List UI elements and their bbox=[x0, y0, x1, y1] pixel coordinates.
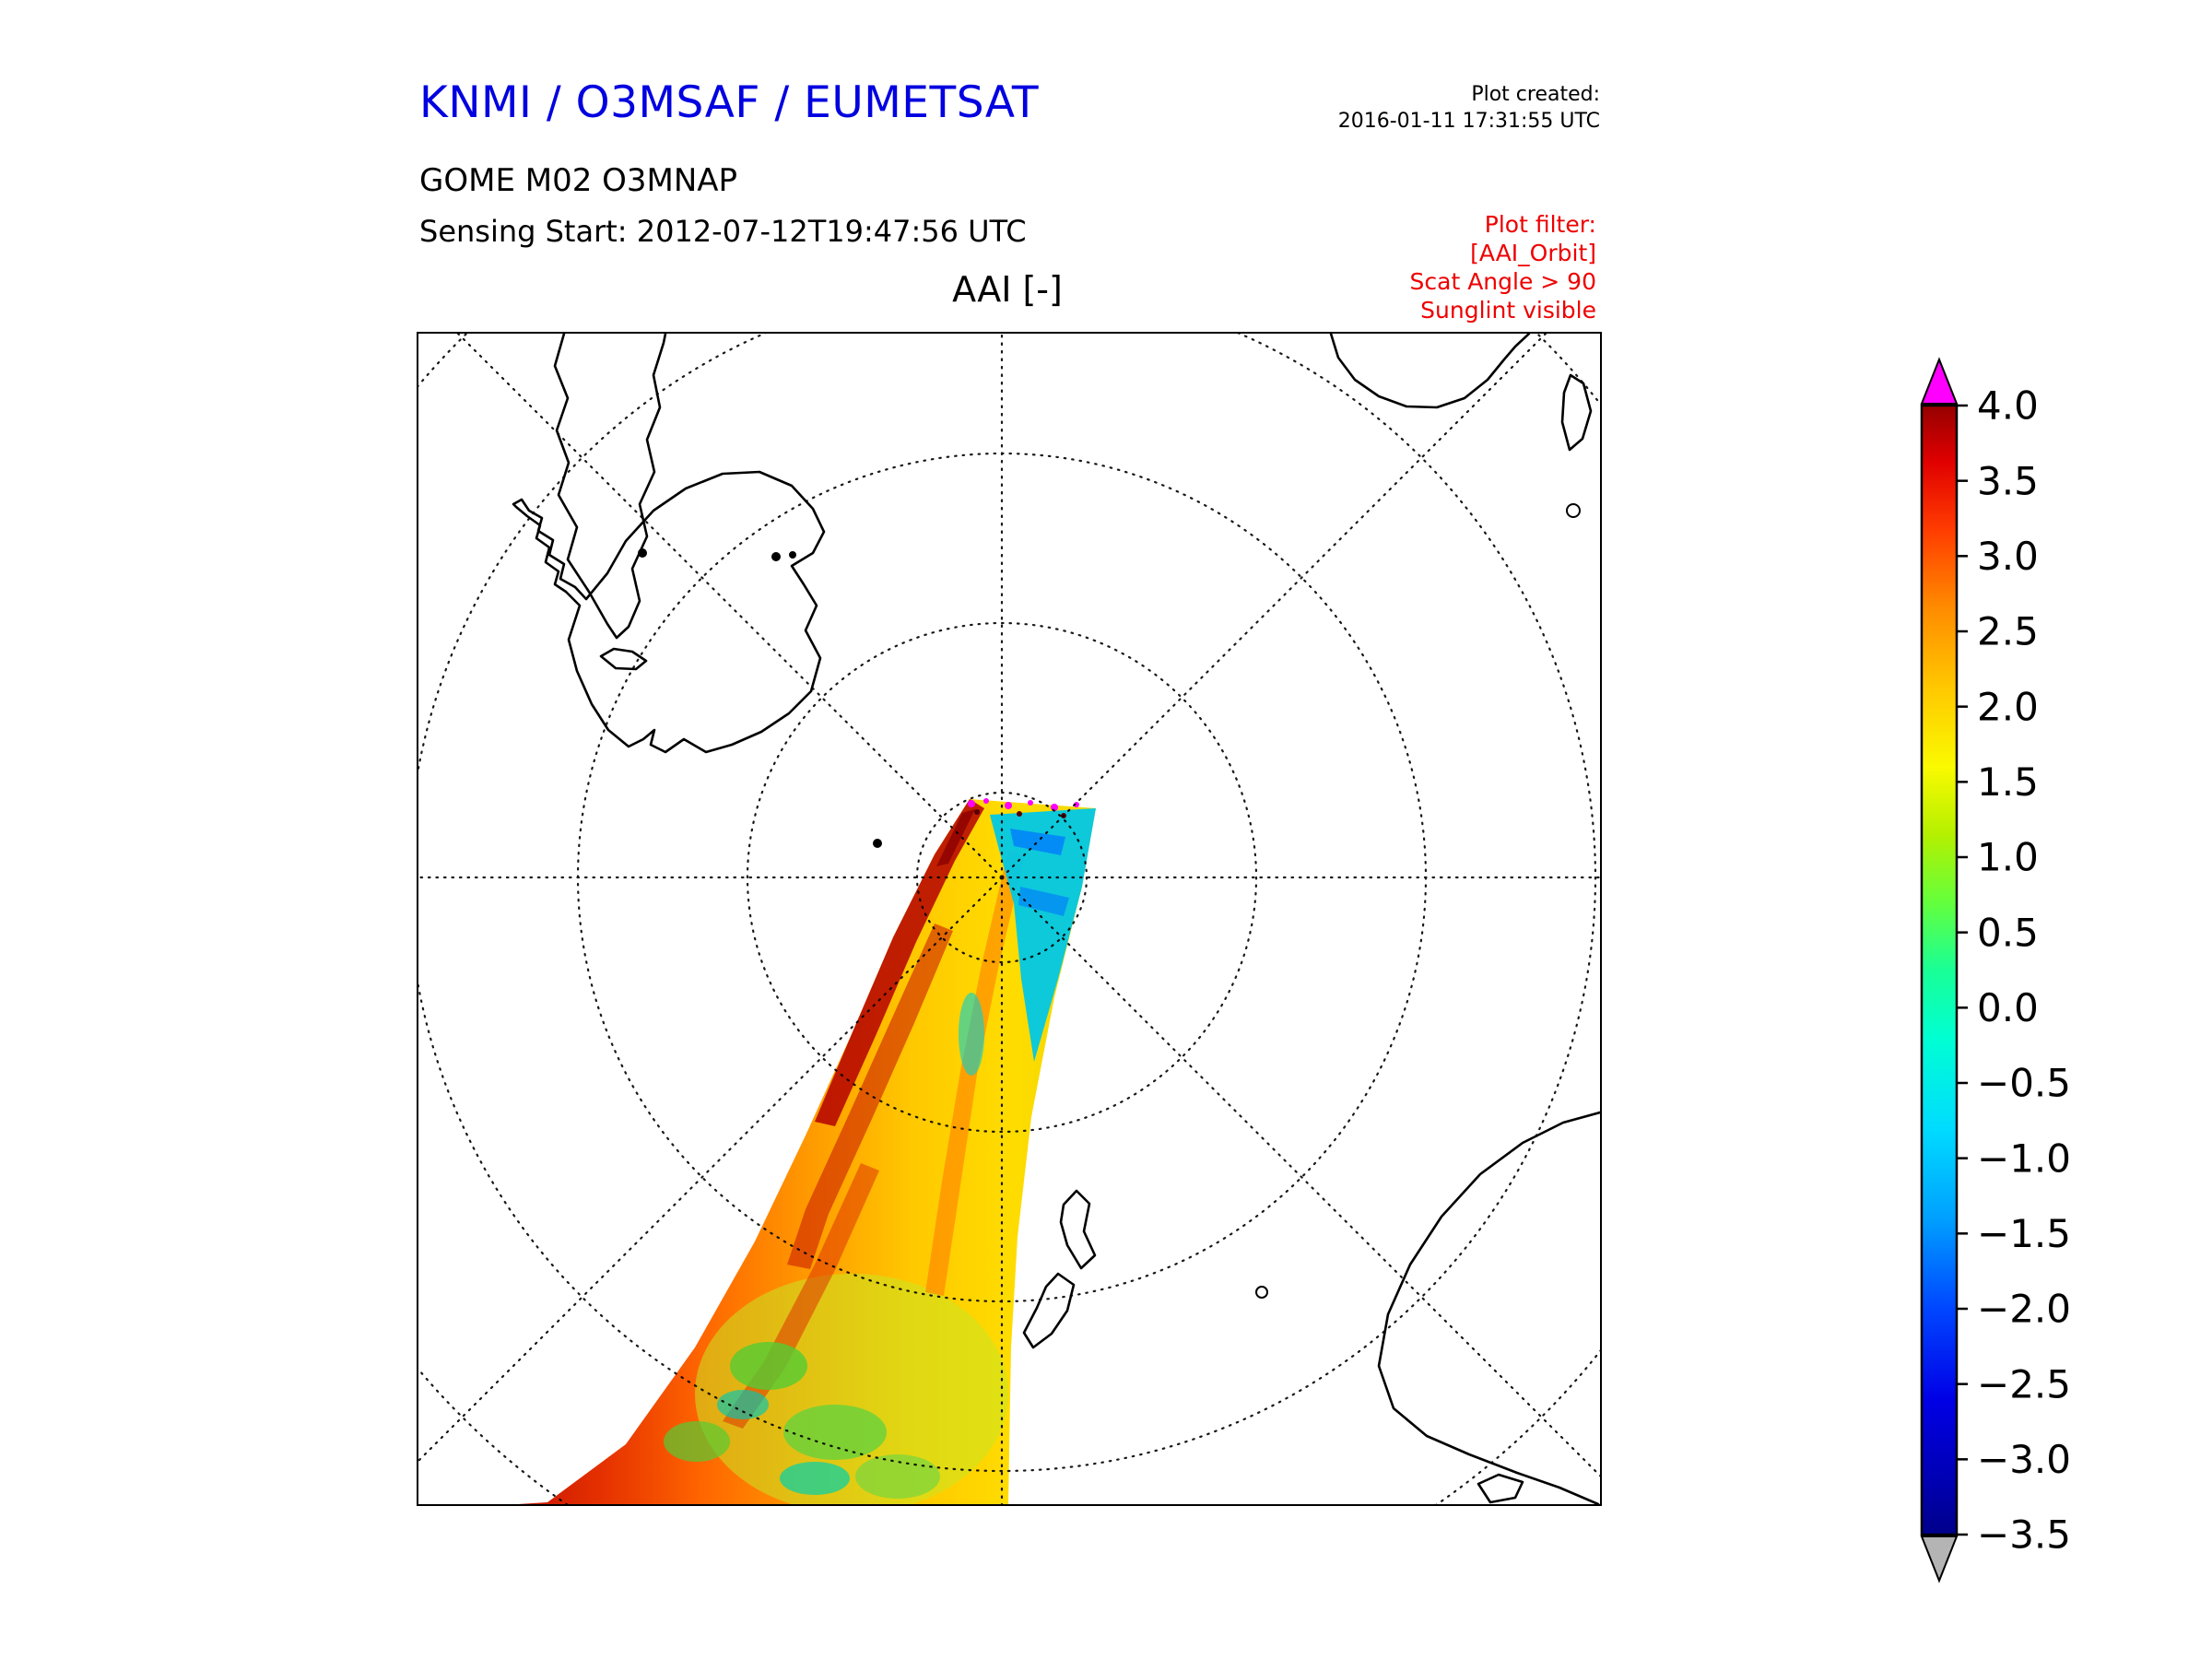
island bbox=[789, 551, 796, 559]
colorbar-tick-label: 3.5 bbox=[1977, 458, 2039, 503]
colorbar-tick-label: 2.5 bbox=[1977, 609, 2039, 654]
page-title: KNMI / O3MSAF / EUMETSAT bbox=[419, 77, 1040, 128]
island bbox=[1255, 1286, 1268, 1299]
colorbar-tick-label: 4.0 bbox=[1977, 383, 2039, 429]
swath-green-blob-1 bbox=[730, 1342, 807, 1390]
swath-speck bbox=[1017, 811, 1022, 817]
coastline-madagascar bbox=[1560, 373, 1593, 452]
swath-blue-streak-1 bbox=[1010, 829, 1065, 855]
island bbox=[638, 548, 647, 558]
swath-speck bbox=[968, 800, 975, 807]
colorbar-tick-label: 0.5 bbox=[1977, 910, 2039, 955]
coastline-australia bbox=[1377, 1111, 1600, 1504]
instrument-label: GOME M02 O3MNAP bbox=[419, 162, 738, 199]
swath-green-blob-3 bbox=[855, 1454, 940, 1499]
plot-filter-note: Plot filter: [AAI_Orbit] Scat Angle > 90… bbox=[1410, 210, 1596, 324]
colorbar-tick-label: 1.5 bbox=[1977, 759, 2039, 805]
colorbar-tick-label: 0.0 bbox=[1977, 985, 2039, 1030]
swath-speck bbox=[974, 809, 980, 815]
graticule-meridian bbox=[1000, 334, 1547, 879]
swath-red-streak-3 bbox=[723, 1163, 879, 1429]
swath-layer bbox=[518, 798, 1096, 1504]
swath-darkred-top bbox=[936, 809, 975, 866]
colorbar-tick-label: −1.5 bbox=[1977, 1211, 2071, 1256]
graticule-circle bbox=[915, 791, 1088, 964]
swath-cyan-blob-1 bbox=[780, 1462, 850, 1495]
graticule-meridian bbox=[1000, 876, 1600, 1477]
colorbar-under-arrow bbox=[1920, 1535, 1959, 1583]
colorbar-over-arrow bbox=[1920, 357, 1959, 405]
colorbar-tick-label: −3.0 bbox=[1977, 1437, 2071, 1482]
colorbar-bar bbox=[1920, 404, 1959, 1536]
swath-green-blob-4 bbox=[664, 1421, 730, 1462]
plot-created-label: Plot created: bbox=[1471, 83, 1600, 106]
coastline-tierra-del-fuego bbox=[599, 647, 648, 671]
swath-cyan-streak-low bbox=[959, 993, 984, 1076]
sensing-start-label: Sensing Start: 2012-07-12T19:47:56 UTC bbox=[419, 214, 1027, 249]
plot-created-timestamp: 2016-01-11 17:31:55 UTC bbox=[1337, 110, 1600, 133]
colorbar-tick-label: 3.0 bbox=[1977, 534, 2039, 579]
swath-red-streak-2 bbox=[787, 924, 953, 1269]
graticule-circle bbox=[418, 334, 1596, 1472]
swath-green-blob-2 bbox=[783, 1405, 887, 1460]
island bbox=[873, 839, 882, 848]
island bbox=[1566, 503, 1581, 518]
colorbar-tick-label: −0.5 bbox=[1977, 1061, 2071, 1106]
coastline-tasmania bbox=[1477, 1473, 1524, 1504]
swath-red-streak-1 bbox=[815, 799, 984, 1126]
plot-filter-line-4: Sunglint visible bbox=[1420, 297, 1596, 324]
plot-created-block: Plot created: 2016-01-11 17:31:55 UTC bbox=[1338, 81, 1600, 135]
colorbar-tick-label: 2.0 bbox=[1977, 684, 2039, 729]
graticule-layer bbox=[418, 334, 1600, 1504]
swath-speck bbox=[983, 798, 989, 804]
swath-wash-yellowgreen bbox=[695, 1274, 1008, 1504]
coastline-south-america bbox=[553, 334, 667, 640]
colorbar-tick-label: 1.0 bbox=[1977, 835, 2039, 880]
swath-blue-streak-2 bbox=[1018, 887, 1069, 916]
graticule-meridian bbox=[418, 876, 1004, 1463]
coastline-new-zealand-north bbox=[1059, 1189, 1097, 1270]
island bbox=[771, 552, 781, 561]
swath-speck bbox=[1051, 804, 1058, 811]
map-title: AAI [-] bbox=[952, 269, 1063, 310]
colorbar-tick-label: −3.5 bbox=[1977, 1512, 2071, 1558]
plot-filter-line-1: Plot filter: bbox=[1484, 211, 1596, 238]
swath-speck bbox=[1028, 800, 1033, 806]
colorbar-tick-label: −2.0 bbox=[1977, 1287, 2071, 1332]
swath-speck bbox=[1074, 802, 1079, 807]
map-canvas bbox=[418, 334, 1600, 1504]
swath-speck bbox=[1005, 802, 1012, 809]
swath-cyan-patch bbox=[990, 808, 1096, 1062]
coastline-layer bbox=[512, 334, 1600, 1504]
plot-filter-line-3: Scat Angle > 90 bbox=[1409, 268, 1596, 295]
coastline-africa bbox=[1329, 334, 1531, 409]
graticule-meridian bbox=[456, 334, 1004, 879]
colorbar-tick-label: −1.0 bbox=[1977, 1135, 2071, 1181]
coastline-antarctica bbox=[512, 470, 826, 754]
map-frame bbox=[417, 332, 1602, 1506]
coastline-new-zealand-south bbox=[1022, 1272, 1076, 1349]
swath-cyan-blob-2 bbox=[717, 1390, 769, 1419]
colorbar-tick-label: −2.5 bbox=[1977, 1361, 2071, 1406]
plot-filter-line-2: [AAI_Orbit] bbox=[1470, 240, 1596, 266]
colorbar: 4.0 3.5 3.0 2.5 2.0 1.5 1.0 0.5 0.0 −0.5 −1.0 −1.5 −… bbox=[1920, 357, 2071, 1583]
graticule-circle bbox=[746, 621, 1258, 1134]
